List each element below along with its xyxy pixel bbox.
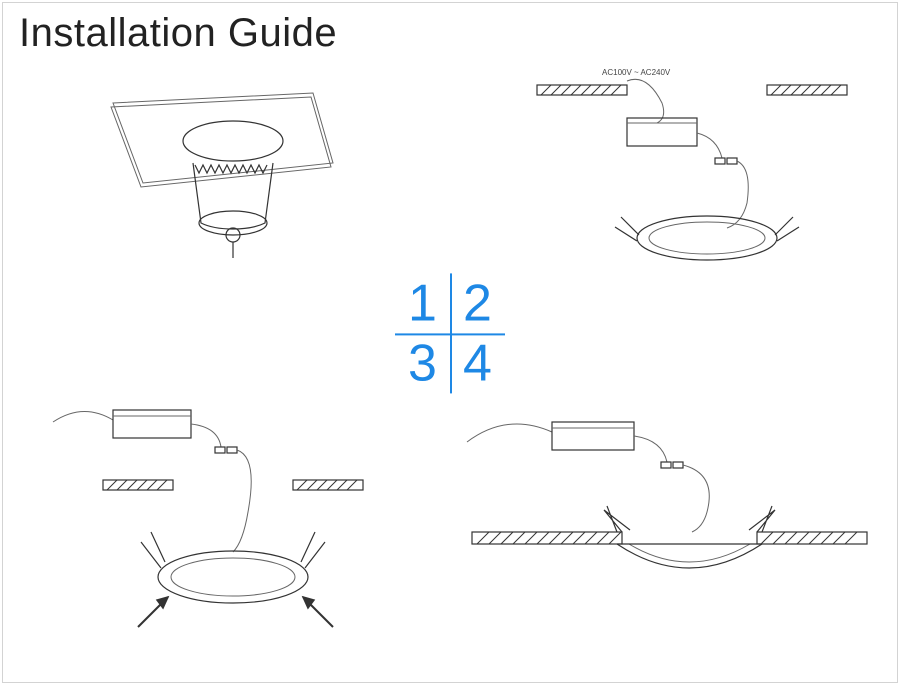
page-title: Installation Guide [19, 11, 337, 56]
push-arrow-right-icon [303, 597, 333, 627]
downlight-ring-icon [158, 551, 308, 603]
step-2-diagram: AC100V ~ AC240V [517, 63, 857, 283]
downlight-ring-icon [637, 216, 777, 260]
ceiling-left-icon [537, 85, 627, 95]
step-number-4: 4 [450, 333, 505, 393]
step-number-1: 1 [395, 273, 450, 333]
driver-box-icon [552, 422, 634, 450]
voltage-label: AC100V ~ AC240V [602, 68, 671, 77]
downlight-installed-icon [617, 544, 762, 568]
ceiling-right-icon [767, 85, 847, 95]
holesaw-icon [83, 73, 363, 273]
step-4-diagram [457, 392, 877, 652]
step-number-grid: 1 2 3 4 [395, 273, 505, 393]
step-1-diagram [83, 73, 363, 273]
driver-box-icon [113, 410, 191, 438]
step-number-3: 3 [395, 333, 450, 393]
insert-lamp-icon [43, 392, 403, 652]
driver-box-icon [627, 118, 697, 146]
wiring-icon: AC100V ~ AC240V [517, 63, 857, 283]
step-number-2: 2 [450, 273, 505, 333]
ceiling-right-icon [293, 480, 363, 490]
ceiling-span-icon [472, 532, 867, 544]
ceiling-left-icon [103, 480, 173, 490]
installed-icon [457, 392, 877, 652]
installation-guide-frame: Installation Guide 1 2 3 4 AC100V ~ [2, 2, 898, 683]
step-3-diagram [43, 392, 403, 652]
push-arrow-left-icon [138, 597, 168, 627]
